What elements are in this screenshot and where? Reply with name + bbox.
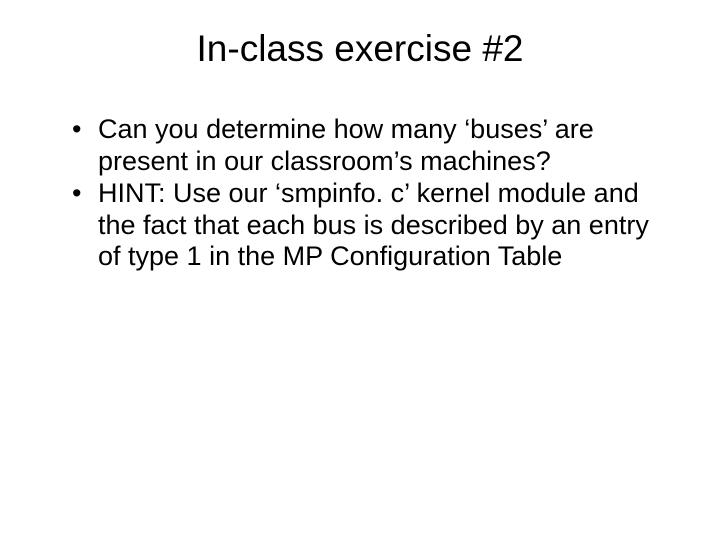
list-item: Can you determine how many ‘buses’ are p…: [72, 114, 672, 178]
bullet-list: Can you determine how many ‘buses’ are p…: [48, 114, 672, 273]
slide: In-class exercise #2 Can you determine h…: [0, 0, 720, 540]
list-item: HINT: Use our ‘smpinfo. c’ kernel module…: [72, 178, 672, 274]
slide-title: In-class exercise #2: [48, 28, 672, 70]
bullet-text: Can you determine how many ‘buses’ are p…: [98, 114, 594, 176]
bullet-text: HINT: Use our ‘smpinfo. c’ kernel module…: [98, 178, 649, 272]
